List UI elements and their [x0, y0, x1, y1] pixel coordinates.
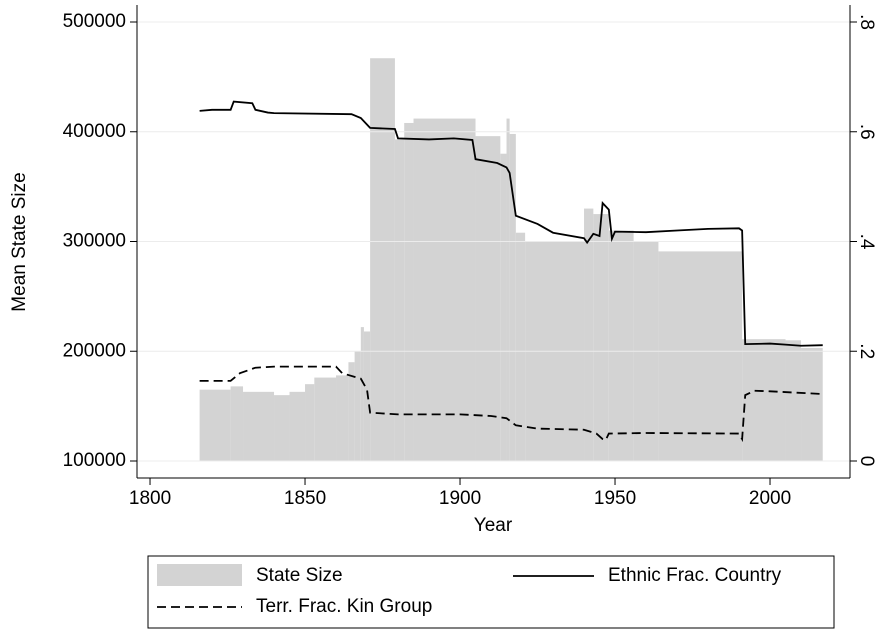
- legend-label: State Size: [256, 565, 343, 586]
- y2-tick-label: .6: [856, 124, 877, 140]
- y-tick-label: 500000: [63, 11, 126, 32]
- bar: [243, 391, 275, 461]
- bar: [274, 395, 290, 461]
- bar: [305, 384, 315, 461]
- bar: [500, 153, 507, 461]
- bar: [742, 339, 786, 461]
- legend-label: Ethnic Frac. Country: [608, 565, 782, 586]
- legend-swatch: [157, 564, 242, 586]
- x-axis-title: Year: [474, 515, 513, 536]
- y2-tick-label: .8: [856, 14, 877, 30]
- bar: [336, 375, 349, 461]
- y-tick-label: 300000: [63, 231, 126, 252]
- x-tick-label: 1900: [439, 488, 481, 509]
- bar: [199, 389, 231, 461]
- x-tick-label: 1950: [594, 488, 636, 509]
- legend-box: [147, 555, 835, 629]
- bar: [370, 58, 395, 461]
- bar: [413, 118, 476, 461]
- bar: [230, 386, 244, 461]
- bar: [658, 251, 743, 461]
- y2-tick-label: .4: [856, 234, 877, 250]
- bar: [404, 122, 414, 461]
- bar: [354, 351, 361, 461]
- bar: [515, 232, 526, 461]
- x-tick-label: 1800: [129, 488, 171, 509]
- bar: [289, 391, 306, 461]
- bar: [509, 133, 516, 461]
- y-axis-title: Mean State Size: [9, 172, 30, 311]
- bar: [801, 347, 823, 461]
- bar: [584, 208, 594, 461]
- bar: [593, 214, 609, 461]
- y-tick-label: 400000: [63, 121, 126, 142]
- bar: [394, 139, 405, 461]
- y2-tick-label: .2: [856, 343, 877, 359]
- y-tick-label: 200000: [63, 340, 126, 361]
- y2-tick-label: 0: [856, 456, 877, 467]
- y-tick-label: 100000: [63, 450, 126, 471]
- line-series: [199, 100, 823, 347]
- bar: [348, 362, 355, 461]
- bar: [360, 327, 364, 461]
- bar: [506, 118, 510, 461]
- bar: [785, 340, 802, 461]
- bar: [314, 377, 337, 461]
- line-series: [199, 365, 823, 443]
- bar: [608, 230, 634, 461]
- x-tick-label: 1850: [284, 488, 326, 509]
- bar: [475, 136, 501, 461]
- legend-label: Terr. Frac. Kin Group: [256, 596, 432, 617]
- x-tick-label: 2000: [749, 488, 791, 509]
